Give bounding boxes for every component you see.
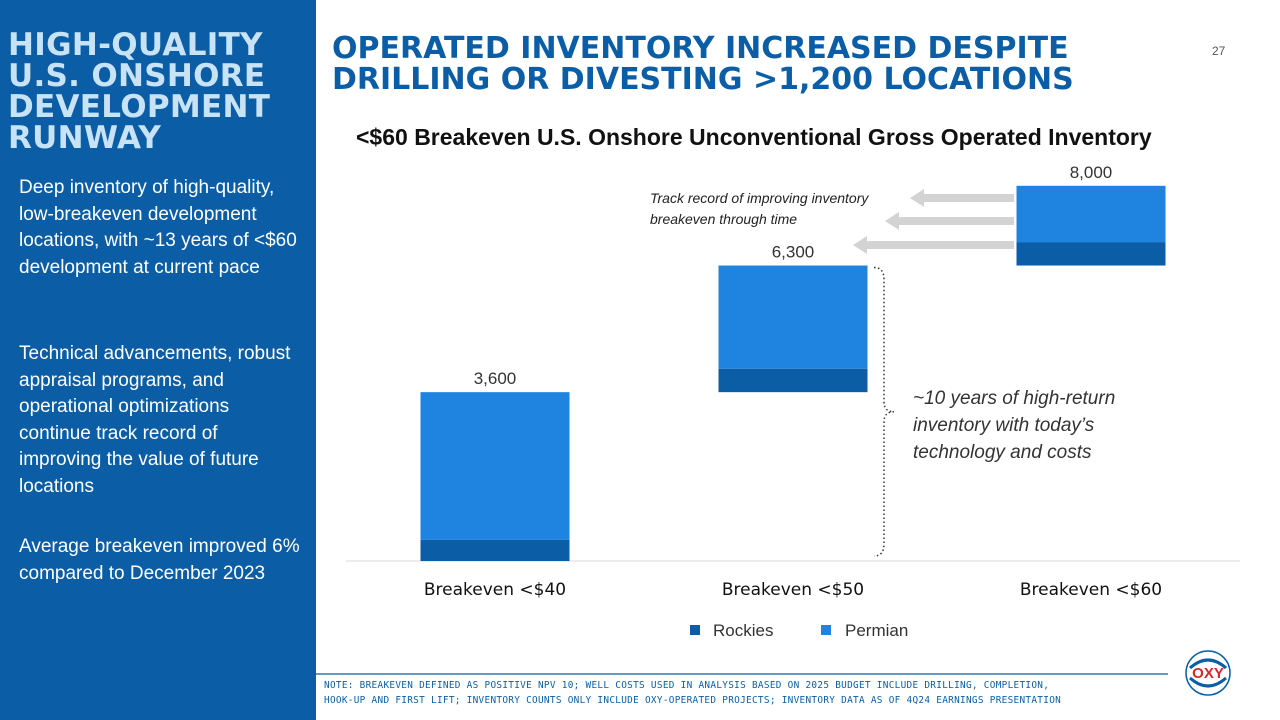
slide-title: OPERATED INVENTORY INCREASED DESPITE DRI… [332, 33, 1192, 95]
brace-annotation-line-2: inventory with today’s [913, 415, 1095, 436]
footer-line [49, 673, 1168, 695]
slide-title-line-2: DRILLING OR DIVESTING >1,200 LOCATIONS [332, 62, 1074, 97]
sidebar-paragraph-1: Deep inventory of high-quality, low-brea… [19, 177, 297, 278]
logo-text: OXY [1192, 665, 1224, 682]
bracket-brace [873, 266, 895, 557]
bar-permian-2 [718, 265, 868, 369]
footnote: NOTE: BREAKEVEN DEFINED AS POSITIVE NPV … [324, 678, 1184, 708]
bar-permian-3 [1016, 185, 1166, 243]
total-label-1: 3,600 [474, 369, 517, 388]
sidebar-title: HIGH-QUALITY U.S. ONSHORE DEVELOPMENT RU… [8, 27, 271, 156]
legend-swatch-permian [821, 625, 831, 635]
oxy-logo: OXY [1185, 650, 1231, 696]
bar-rockies-3 [1016, 242, 1166, 266]
improvement-arrow-head-1 [910, 189, 924, 207]
sidebar-paragraph-3: Average breakeven improved 6% compared t… [19, 536, 300, 584]
page-number: 27 [1212, 44, 1226, 58]
logo-arc-bottom [1189, 676, 1227, 688]
x-tick-label-3: Breakeven <$60 [1020, 580, 1162, 600]
slide-title-line-1: OPERATED INVENTORY INCREASED DESPITE [332, 31, 1069, 66]
total-label-3: 8,000 [1070, 163, 1113, 182]
total-label-2: 6,300 [772, 243, 815, 262]
footnote-line-1: NOTE: BREAKEVEN DEFINED AS POSITIVE NPV … [324, 680, 1050, 691]
improvement-arrow-head-2 [885, 212, 899, 230]
footnote-line-2: HOOK-UP AND FIRST LIFT; INVENTORY COUNTS… [324, 695, 1062, 706]
chart-title: <$60 Breakeven U.S. Onshore Unconvention… [356, 124, 1152, 150]
bar-permian-1 [420, 392, 570, 540]
arrows-annotation-line-1: Track record of improving inventory [650, 190, 869, 206]
bar-rockies-2 [718, 368, 868, 393]
legend-label-permian: Permian [845, 621, 908, 640]
x-tick-label-1: Breakeven <$40 [424, 580, 566, 600]
bar-rockies-1 [420, 539, 570, 561]
brace-annotation-line-3: technology and costs [913, 442, 1092, 463]
brace-annotation-line-1: ~10 years of high-return [913, 388, 1115, 409]
improvement-arrow-head-3 [853, 236, 867, 254]
sidebar-panel [0, 0, 316, 720]
x-tick-label-2: Breakeven <$50 [722, 580, 864, 600]
arrows-annotation-line-2: breakeven through time [650, 211, 797, 227]
legend-swatch-rockies [690, 625, 700, 635]
logo-arc-top [1189, 658, 1227, 670]
sidebar-paragraph-2: Technical advancements, robust appraisal… [19, 343, 291, 497]
legend-label-rockies: Rockies [713, 621, 773, 640]
